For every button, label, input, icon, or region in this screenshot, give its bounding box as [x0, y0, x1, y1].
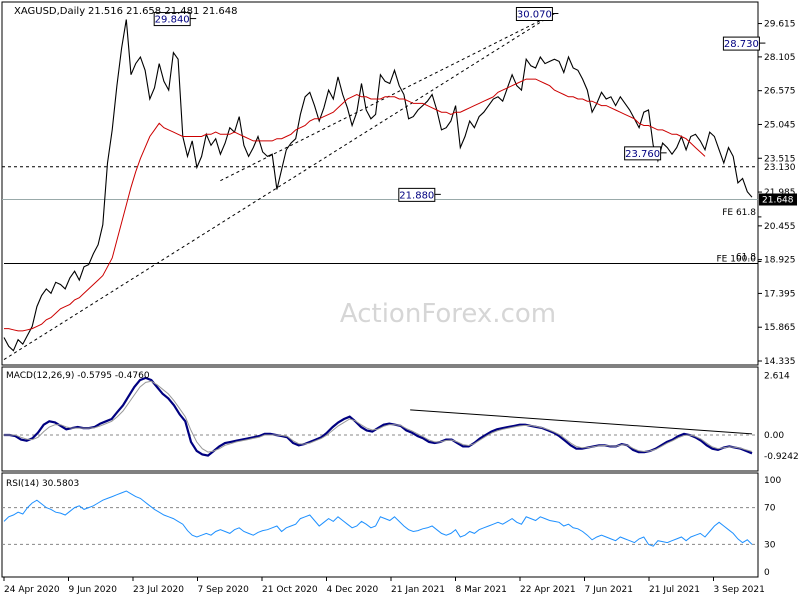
x-tick-label: 8 Mar 2021 [456, 585, 507, 595]
price-tick-label: 26.575 [764, 87, 796, 97]
x-tick-label: 22 Apr 2021 [520, 585, 576, 595]
price-tick-label: 28.105 [764, 53, 796, 63]
rsi-tick-label: 30 [764, 540, 776, 550]
fib-label: FE 100.0 [717, 254, 757, 264]
watermark: ActionForex.com [340, 299, 556, 329]
x-tick-label: 21 Jan 2021 [391, 585, 445, 595]
price-tick-label: 17.395 [764, 289, 796, 299]
price-tick-label: 15.865 [764, 323, 796, 333]
current-price-label: 21.648 [762, 195, 794, 205]
rsi-tick-label: 70 [764, 504, 776, 514]
axis-layer: 29.615 28.105 26.575 25.045 23.515 21.985 20.4… [3, 20, 799, 595]
macd-tick-label: -0.9242 [764, 452, 799, 462]
annotation-label: 21.880 [399, 190, 434, 201]
price-layer: FE 61.8 61.8FE 100.0 29.840 30.070 21.880 23.… [2, 6, 766, 360]
annotation-box [722, 36, 760, 51]
price-panel [1, 1, 759, 366]
rsi-label: RSI(14) 30.5803 [6, 479, 79, 489]
x-tick-label: 3 Sep 2021 [714, 585, 765, 595]
price-tick-label: 21.985 [764, 188, 796, 198]
annotation-label: 29.840 [155, 15, 190, 26]
macd-trendline [410, 409, 753, 435]
price-tick-label: 20.455 [764, 222, 796, 232]
annotation-label: 30.070 [517, 9, 552, 20]
price-tick-label: 25.045 [764, 120, 796, 130]
rsi-tick-label: 0 [764, 568, 770, 578]
x-tick-label: 4 Dec 2020 [327, 585, 379, 595]
price-tick-label: 23.515 [764, 154, 796, 164]
instrument-title: XAGUSD,Daily [14, 6, 85, 17]
price-series-ma [4, 78, 706, 332]
annotation-box [515, 6, 553, 21]
annotation-box [153, 12, 191, 27]
x-tick-label: 23 Jul 2020 [133, 585, 184, 595]
macd-tick-label: 0.00 [764, 431, 784, 441]
current-price-box [759, 193, 797, 206]
trendline [3, 13, 555, 360]
annotation-box [398, 187, 436, 202]
instrument-ohlc: 21.516 21.658 21.481 21.648 [88, 6, 238, 17]
price-series-close [3, 19, 753, 352]
fib-label: FE 61.8 [722, 208, 756, 218]
x-tick-label: 24 Apr 2020 [4, 585, 60, 595]
price-tick-label: 14.335 [764, 357, 796, 367]
x-tick-label: 21 Oct 2020 [262, 585, 318, 595]
rsi-tick-label: 100 [764, 476, 781, 486]
rsi-layer [2, 490, 758, 547]
hline-label: 23.130 [764, 163, 796, 173]
x-tick-label: 7 Jun 2021 [585, 585, 633, 595]
macd-label: MACD(12,26,9) -0.5795 -0.4760 [6, 371, 150, 381]
x-tick-label: 9 Jun 2020 [69, 585, 118, 595]
annotation-box [624, 146, 662, 161]
price-tick-label: 29.615 [764, 20, 796, 30]
macd-tick-label: 2.614 [764, 371, 790, 381]
annotation-label: 28.730 [724, 39, 759, 50]
annotation-label: 23.760 [625, 149, 660, 160]
price-tick-label: 18.925 [764, 256, 796, 266]
rsi-series [3, 490, 753, 547]
macd-layer [2, 376, 758, 457]
rsi-panel [1, 472, 759, 578]
x-tick-label: 21 Jul 2021 [649, 585, 700, 595]
x-tick-label: 7 Sep 2020 [198, 585, 250, 595]
macd-panel [1, 366, 759, 472]
fib-label: 61.8 [736, 253, 756, 263]
macd-series-signal [4, 380, 753, 453]
